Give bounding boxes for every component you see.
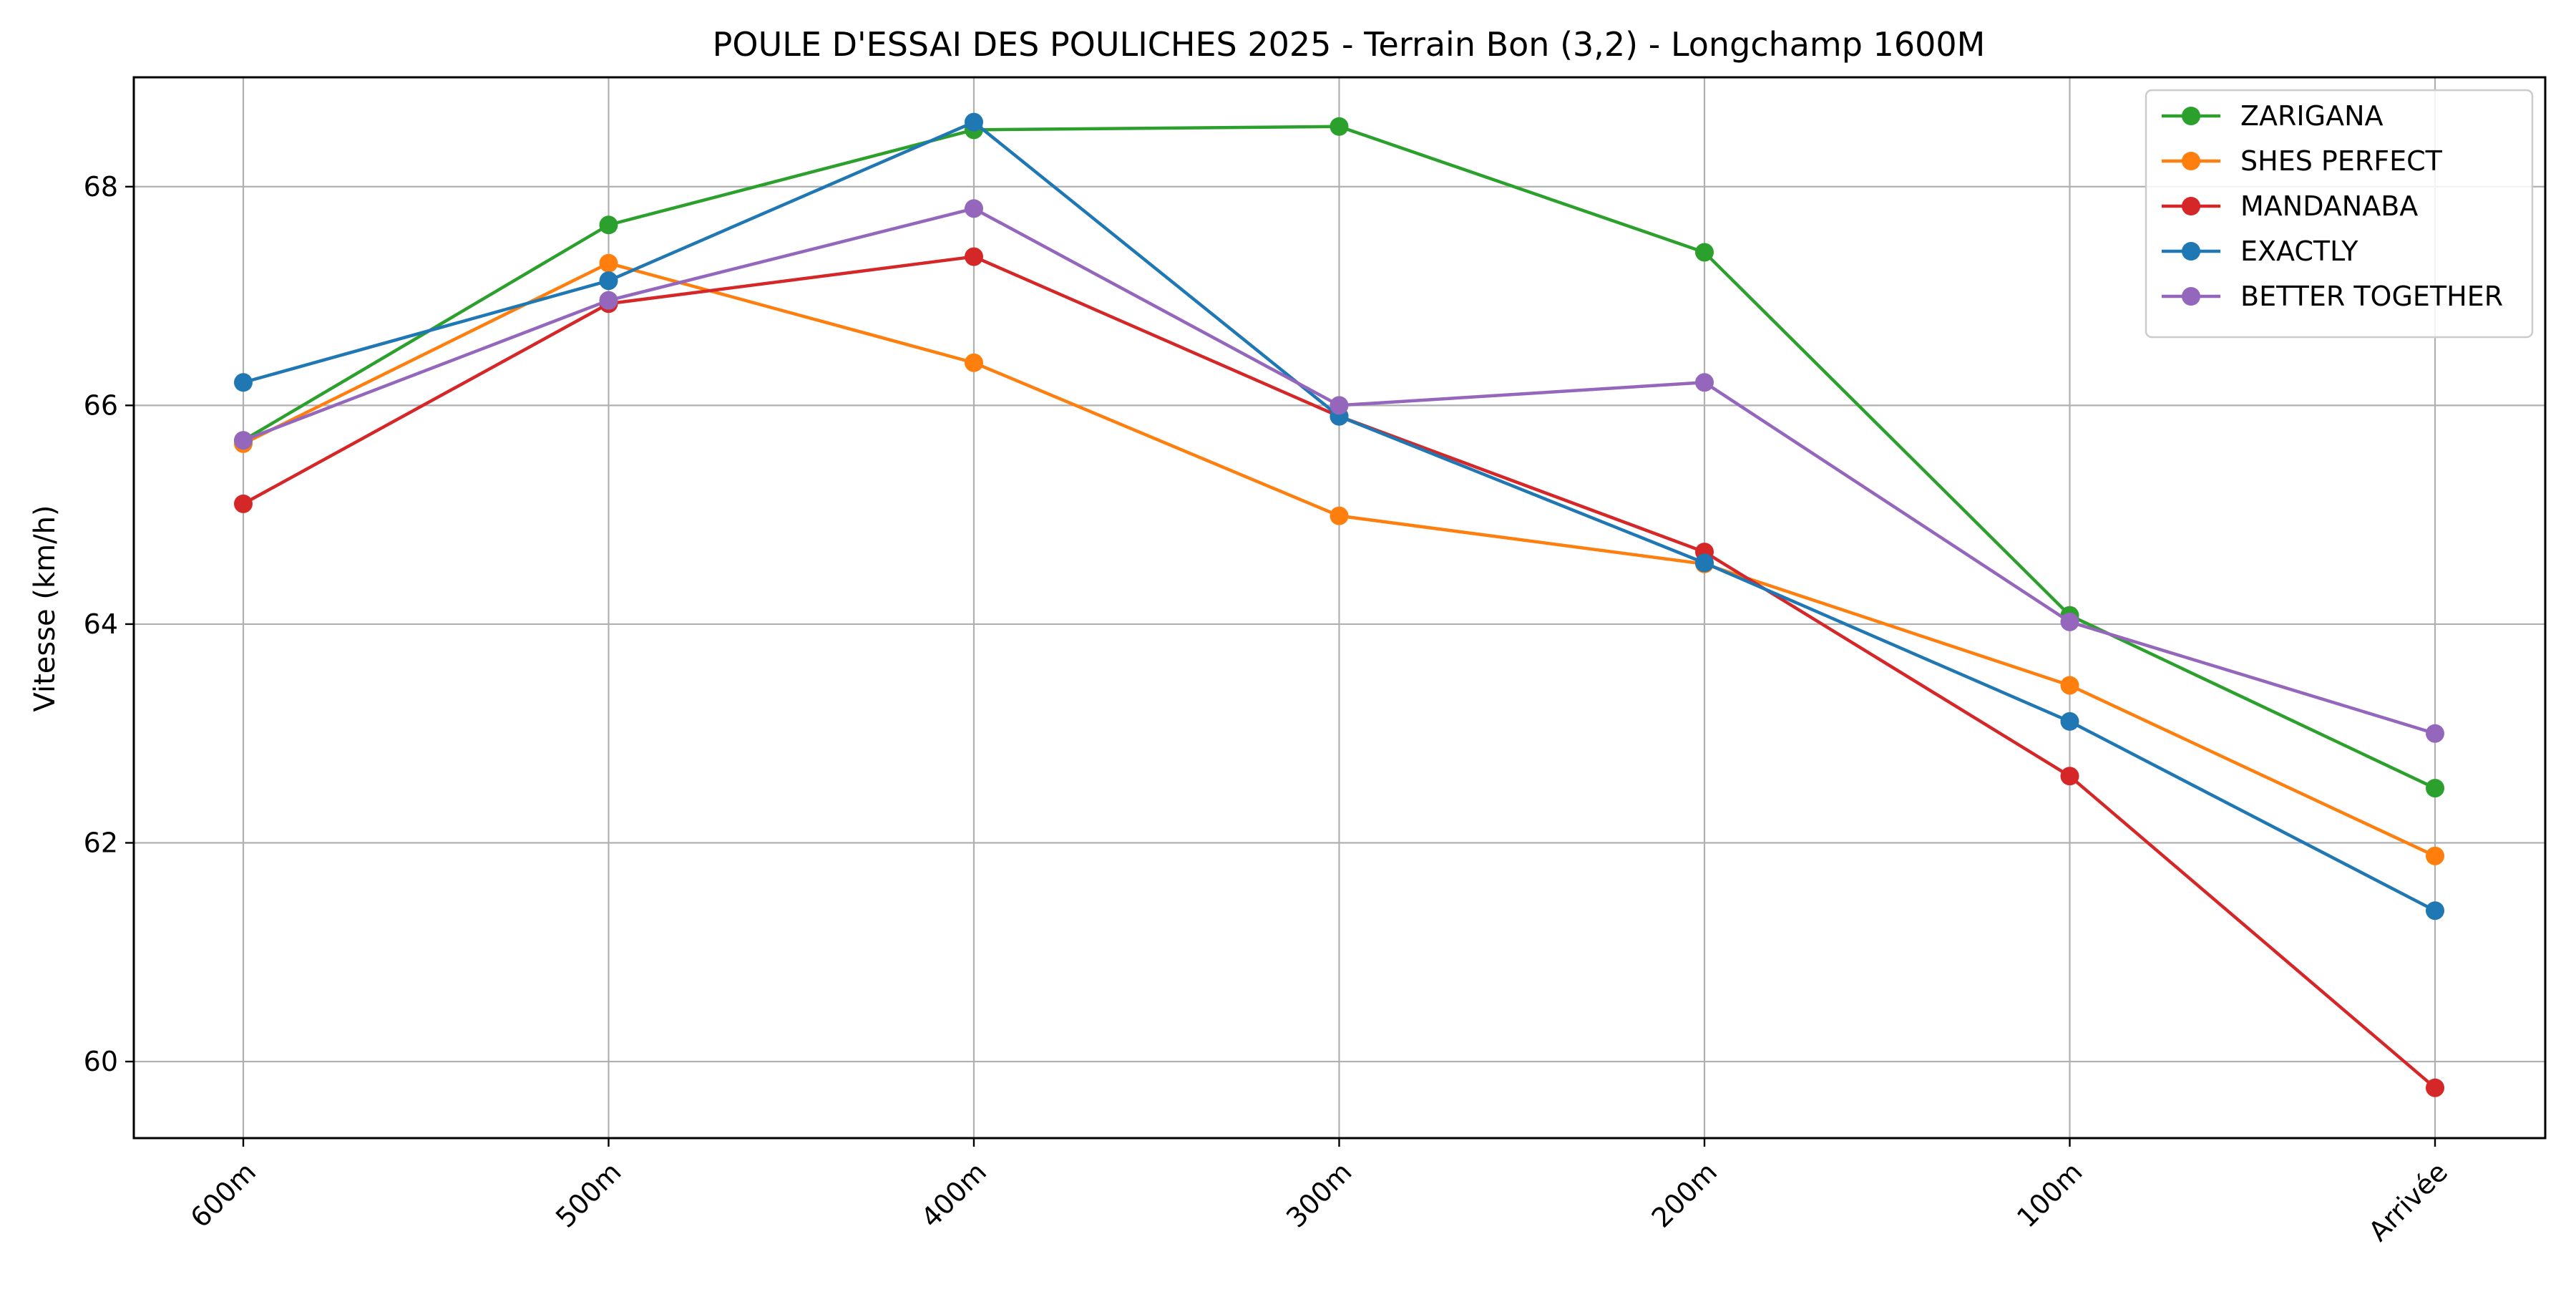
data-point (2426, 901, 2444, 921)
x-tick-label: 400m (915, 1156, 993, 1234)
data-point (1330, 506, 1349, 525)
y-tick-label: 68 (84, 171, 118, 203)
data-point (2060, 676, 2079, 695)
legend-item: EXACTLY (2162, 235, 2358, 267)
x-tick-label: 300m (1280, 1156, 1358, 1234)
data-point (2426, 779, 2444, 798)
y-axis-label: Vitesse (km/h) (29, 505, 62, 711)
data-point (599, 271, 618, 291)
data-point (234, 373, 253, 392)
data-point (965, 112, 983, 132)
legend-label: BETTER TOGETHER (2240, 281, 2503, 312)
data-point (234, 431, 253, 450)
y-tick-label: 64 (84, 608, 118, 640)
legend-marker (2182, 197, 2200, 215)
x-tick-label: 100m (2011, 1156, 2089, 1234)
y-tick-label: 62 (84, 827, 118, 858)
legend-marker (2182, 287, 2200, 306)
legend-label: SHES PERFECT (2240, 145, 2443, 177)
x-tick-label: 200m (1646, 1156, 1724, 1234)
data-point (1695, 243, 1714, 262)
data-point (2426, 724, 2444, 743)
data-point (2426, 1078, 2444, 1097)
legend: ZARIGANA SHES PERFECT MANDANABA EXACTLY BETT… (2145, 89, 2534, 339)
series-layer (234, 112, 2444, 1097)
legend-item: BETTER TOGETHER (2162, 281, 2503, 312)
data-point (2060, 767, 2079, 786)
data-point (234, 494, 253, 513)
series-better-together (234, 199, 2444, 743)
legend-label: ZARIGANA (2240, 100, 2384, 132)
data-point (2060, 711, 2079, 731)
series-exactly (234, 112, 2444, 921)
data-point (965, 199, 983, 218)
data-point (599, 291, 618, 310)
legend-item: SHES PERFECT (2162, 145, 2443, 177)
data-point (1330, 117, 1349, 136)
legend-marker (2182, 107, 2200, 125)
legend-marker (2182, 152, 2200, 170)
x-tick-label: 600m (185, 1156, 263, 1234)
legend-item: ZARIGANA (2162, 100, 2384, 132)
legend-label: MANDANABA (2240, 190, 2418, 222)
data-point (1695, 553, 1714, 573)
data-point (2426, 846, 2444, 865)
data-point (2060, 612, 2079, 631)
x-tick-label: Arrivée (2363, 1156, 2454, 1248)
legend-marker (2182, 242, 2200, 261)
chart-title: POULE D'ESSAI DES POULICHES 2025 - Terra… (713, 25, 1986, 64)
data-point (965, 247, 983, 266)
axis-ticks: 600m 500m 400m 300m 200m 100m Arrivée 60 62 64 66 6… (84, 171, 2454, 1248)
data-point (1330, 396, 1349, 415)
data-point (1695, 373, 1714, 392)
data-point (599, 215, 618, 235)
data-point (599, 253, 618, 273)
legend-box (2145, 89, 2534, 339)
y-tick-label: 60 (84, 1046, 118, 1077)
legend-item: MANDANABA (2162, 190, 2418, 222)
data-point (965, 353, 983, 372)
legend-label: EXACTLY (2240, 235, 2358, 267)
x-tick-label: 500m (550, 1156, 628, 1234)
y-tick-label: 66 (84, 389, 118, 421)
